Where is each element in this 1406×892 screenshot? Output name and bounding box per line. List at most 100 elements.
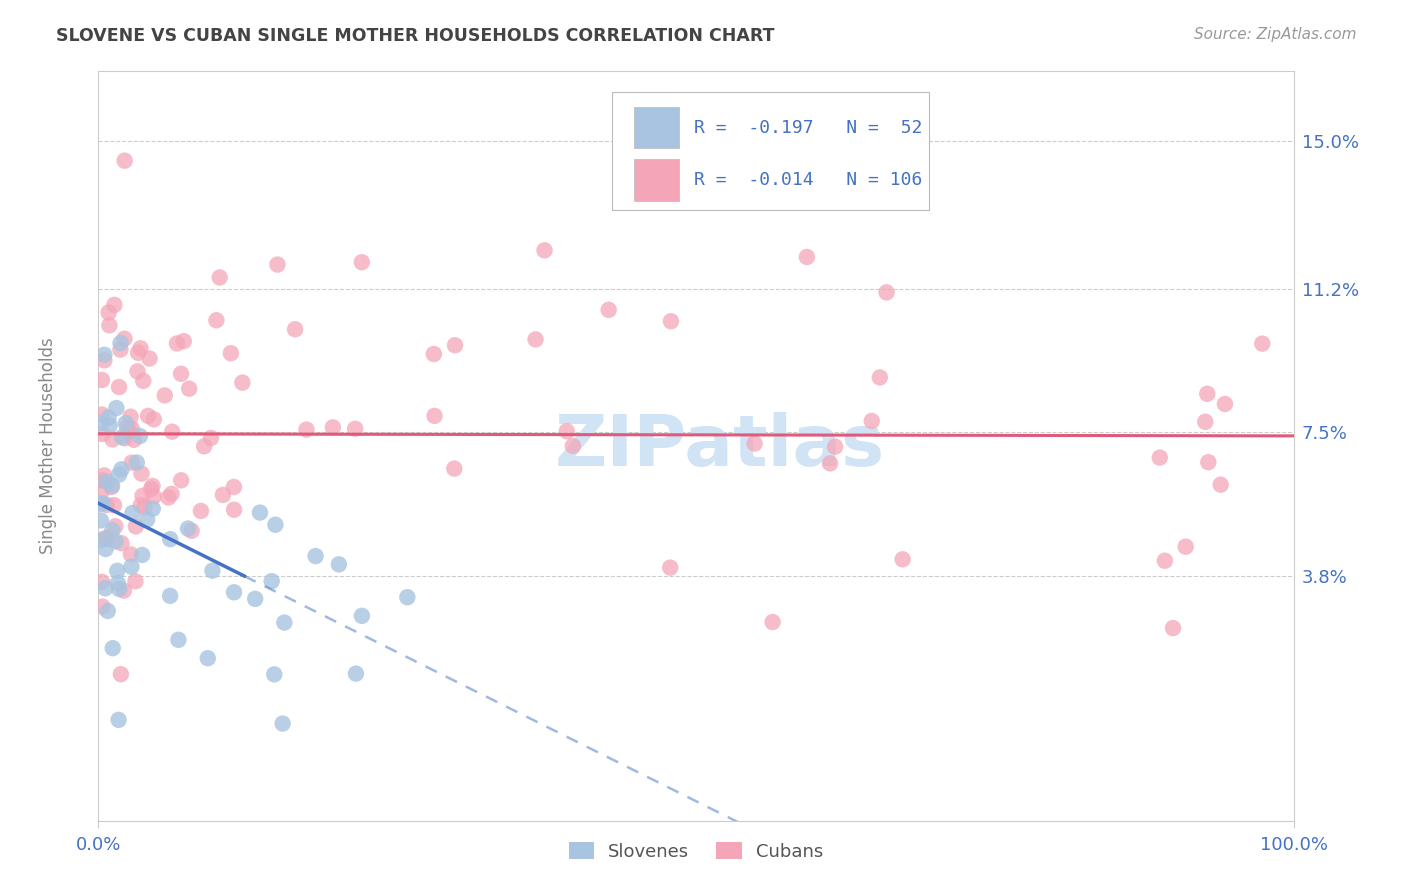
Point (328, 558, 350, 572)
Point (423, 347, 446, 361)
Point (93, 353, 115, 368)
Point (273, 615, 295, 630)
Point (101, 523, 124, 537)
Legend: Slovenes, Cubans: Slovenes, Cubans (561, 835, 831, 868)
Point (97, 305, 120, 319)
Point (90, 533, 112, 547)
Point (90, 416, 112, 430)
Point (533, 244, 555, 258)
Point (136, 409, 159, 423)
Point (153, 388, 176, 402)
Point (91, 408, 114, 422)
Point (231, 376, 253, 390)
Point (138, 351, 160, 366)
Point (100, 480, 122, 494)
Point (266, 258, 288, 272)
Point (443, 461, 465, 475)
Point (818, 456, 841, 470)
Point (1197, 455, 1219, 469)
Point (208, 270, 231, 285)
Point (350, 608, 373, 623)
Point (98, 318, 121, 333)
Point (91, 473, 114, 487)
Point (205, 313, 228, 327)
Point (134, 500, 156, 515)
Point (131, 489, 153, 503)
Point (108, 582, 131, 596)
Point (90, 497, 112, 511)
Point (160, 425, 183, 439)
Point (139, 482, 162, 496)
Point (125, 519, 148, 533)
Point (127, 346, 149, 360)
Text: R =  -0.014   N = 106: R = -0.014 N = 106 (693, 171, 922, 189)
Point (295, 423, 318, 437)
Point (93, 348, 115, 362)
Point (869, 370, 891, 384)
Point (105, 401, 128, 415)
Point (91, 496, 114, 510)
FancyBboxPatch shape (634, 160, 679, 201)
Point (122, 433, 145, 447)
Point (1174, 540, 1197, 554)
Point (222, 585, 245, 599)
Point (170, 473, 193, 487)
Point (120, 548, 142, 562)
Point (173, 334, 195, 348)
Point (245, 591, 267, 606)
Point (96, 532, 118, 546)
Point (97, 604, 120, 618)
Point (96, 475, 118, 489)
Point (131, 467, 153, 481)
Point (94, 531, 117, 545)
Point (524, 332, 547, 346)
Text: Source: ZipAtlas.com: Source: ZipAtlas.com (1194, 27, 1357, 42)
Point (201, 564, 224, 578)
Point (170, 367, 193, 381)
Point (103, 298, 125, 312)
FancyBboxPatch shape (613, 92, 929, 210)
Point (200, 431, 222, 445)
Point (796, 250, 818, 264)
Point (193, 439, 215, 453)
Point (322, 420, 344, 434)
Point (107, 576, 129, 591)
Point (91, 373, 114, 387)
Point (222, 502, 245, 516)
Point (1161, 621, 1184, 635)
Point (304, 549, 326, 563)
Point (159, 589, 181, 603)
Point (93, 468, 115, 483)
Point (180, 524, 202, 538)
Point (91, 427, 114, 442)
Point (177, 522, 200, 536)
Point (136, 513, 159, 527)
Point (197, 651, 219, 665)
Point (132, 374, 155, 388)
Point (659, 560, 682, 574)
Point (1213, 397, 1236, 411)
Point (120, 409, 142, 424)
Point (1149, 450, 1171, 465)
Point (344, 422, 367, 436)
Point (114, 153, 136, 168)
Point (101, 641, 124, 656)
Point (115, 421, 138, 435)
Point (90, 513, 112, 527)
Text: R =  -0.197   N =  52: R = -0.197 N = 52 (693, 119, 922, 136)
Point (260, 574, 283, 589)
Point (111, 430, 134, 444)
Point (101, 479, 124, 493)
Point (110, 536, 132, 550)
Point (284, 322, 307, 336)
Point (118, 424, 141, 438)
Point (94, 581, 117, 595)
Point (110, 667, 132, 681)
Point (120, 559, 142, 574)
Point (271, 716, 294, 731)
Point (129, 341, 152, 355)
Point (190, 504, 212, 518)
Point (142, 501, 165, 516)
Point (659, 314, 682, 328)
Point (219, 346, 242, 360)
